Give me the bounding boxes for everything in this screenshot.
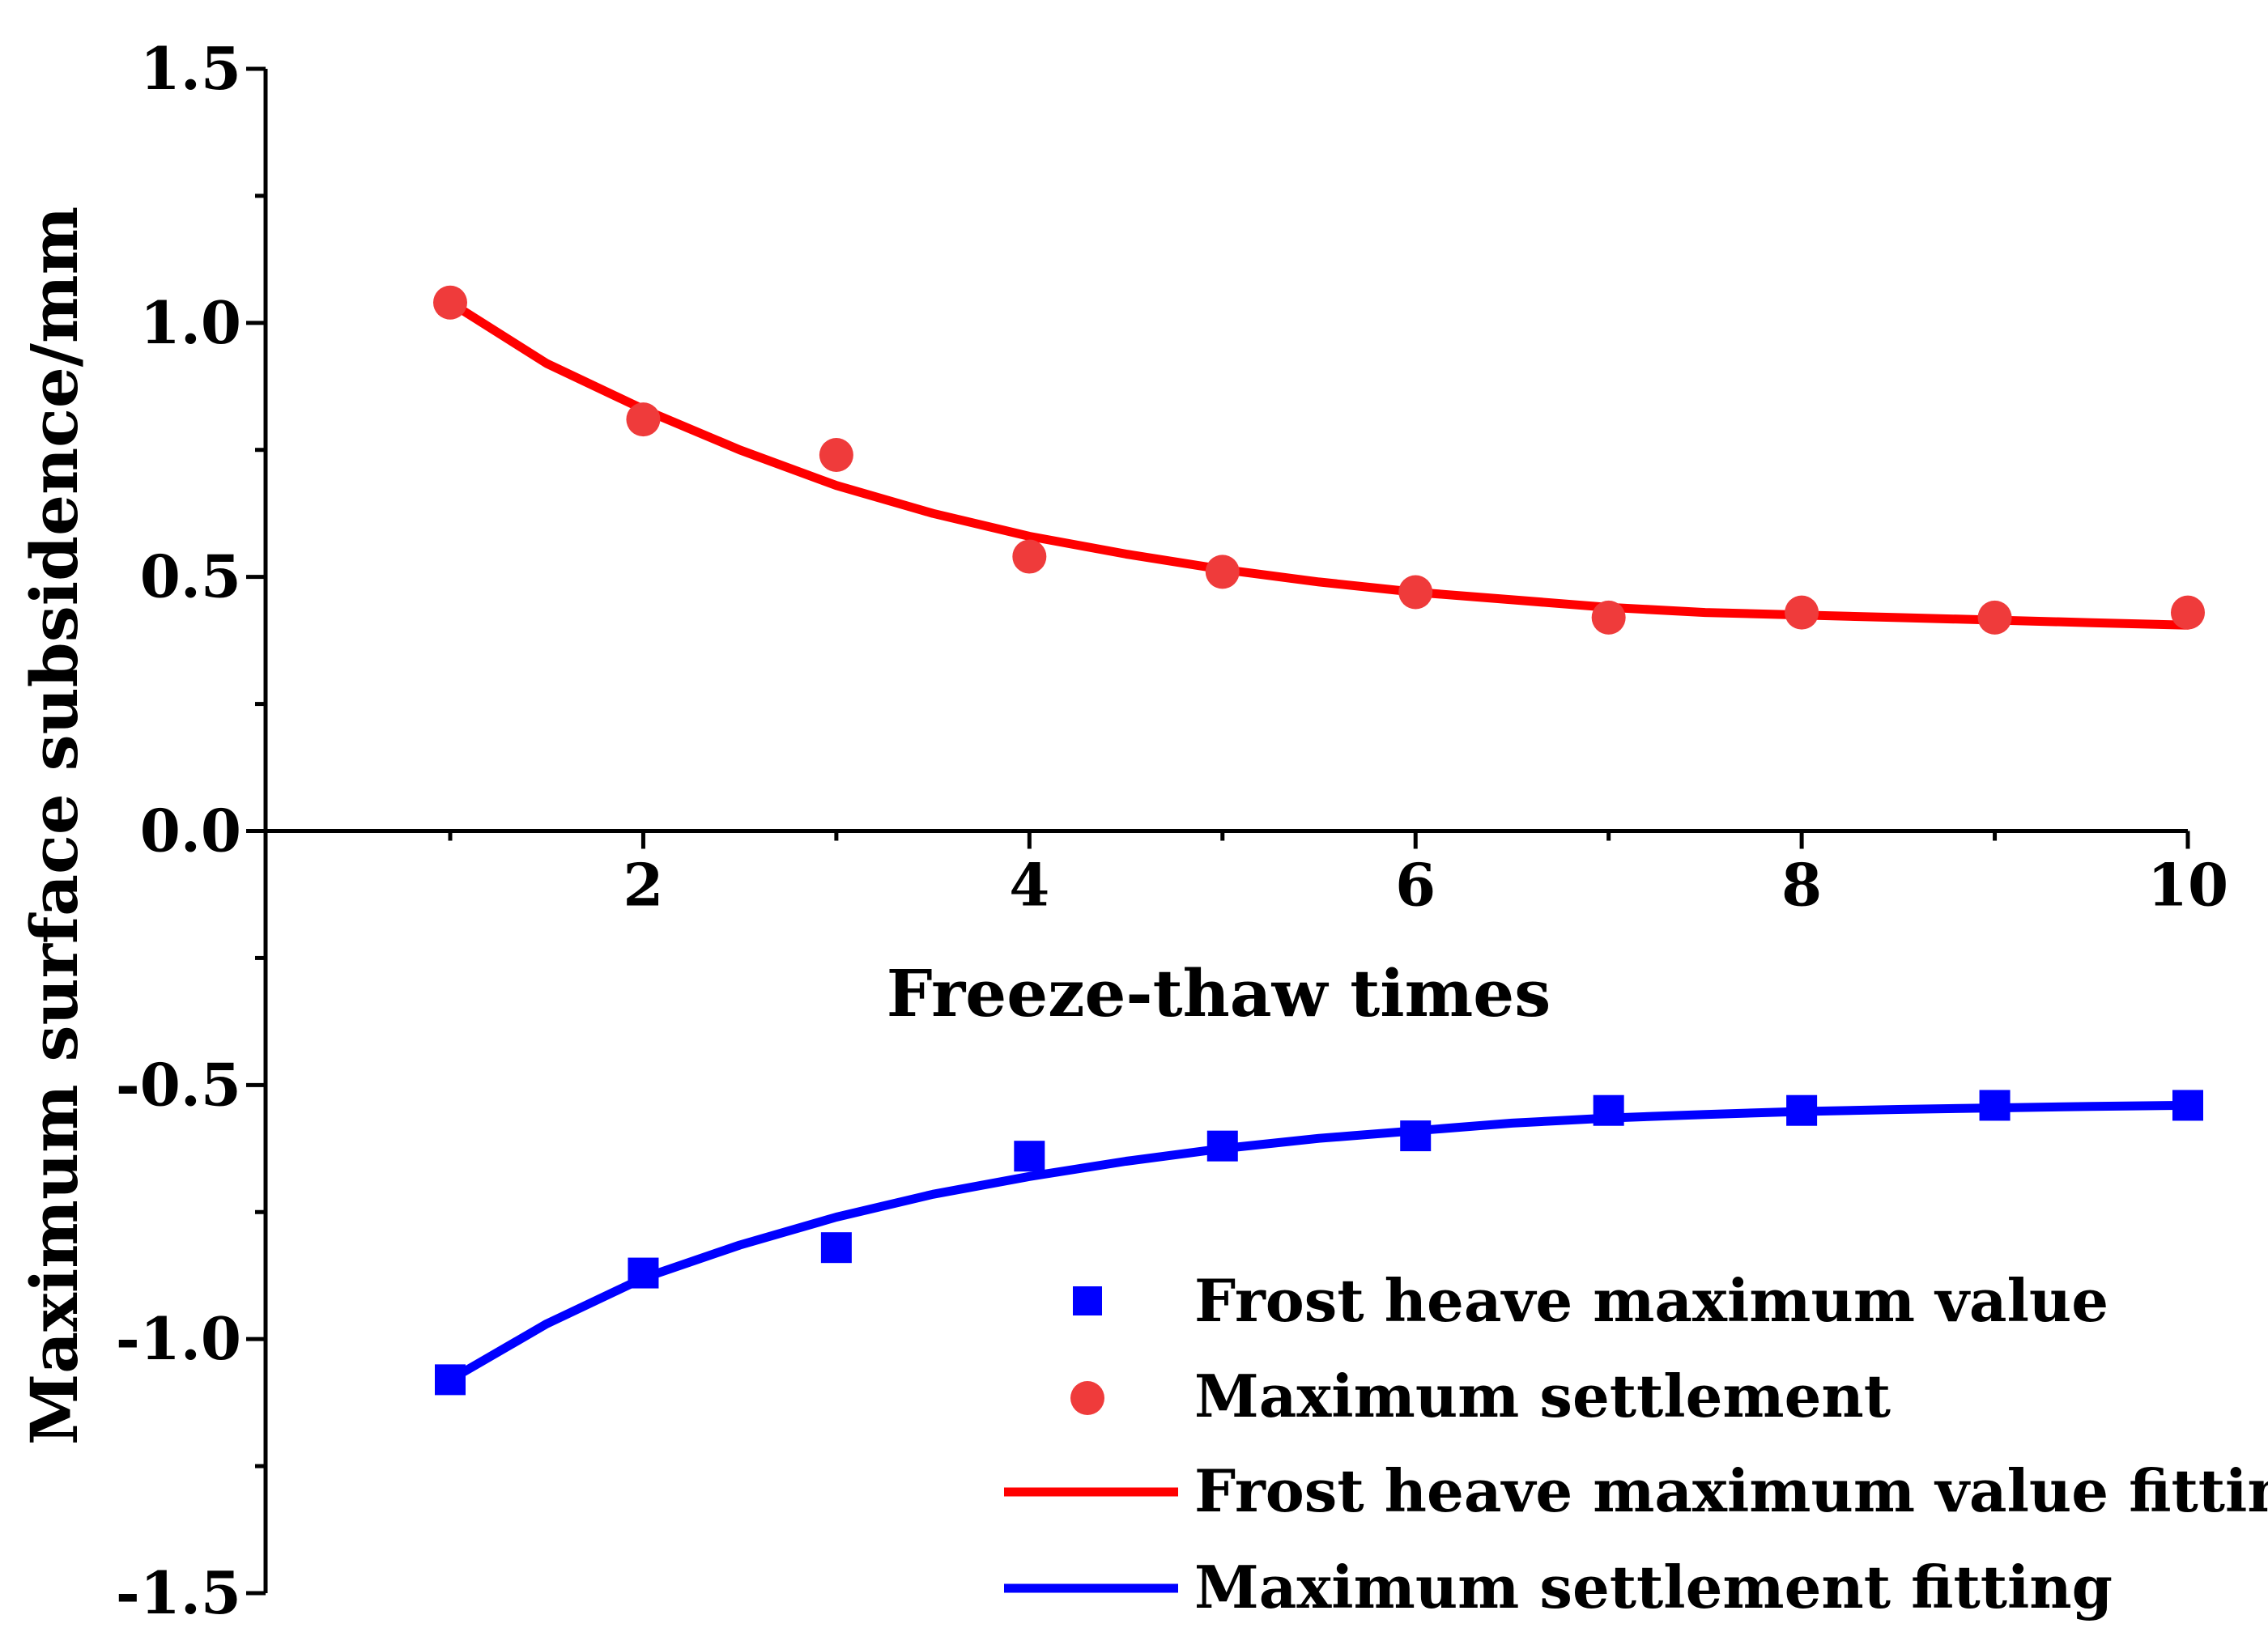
frost-heave-point: [628, 1257, 659, 1289]
x-axis-title: Freeze-thaw times: [887, 955, 1551, 1031]
frost-heave-point: [1400, 1120, 1432, 1152]
y-tick-label: -0.5: [116, 1050, 241, 1119]
settlement-point: [1398, 575, 1433, 610]
legend: Frost heave maximum value Maximum settle…: [1004, 1266, 2268, 1621]
y-tick-label: -1.0: [116, 1304, 241, 1373]
settlement-point: [1785, 595, 1819, 630]
x-tick-label: 2: [623, 851, 663, 920]
ticks: 1.5 1.0 0.5 0.0 -0.5 -1.0 -1.5 2 4 6 8 10: [116, 34, 2228, 1627]
x-tick-label: 6: [1395, 851, 1436, 920]
fit-line: [445, 298, 2193, 630]
y-tick-label: 1.5: [140, 34, 241, 103]
frost-heave-point: [1786, 1094, 1818, 1126]
x-tick-label: 4: [1009, 851, 1049, 920]
y-tick-label: 1.0: [140, 288, 241, 357]
data-points: [433, 285, 2205, 1396]
settlement-point: [626, 402, 661, 437]
frost-heave-point: [1206, 1130, 1238, 1162]
frost-heave-point: [820, 1232, 852, 1264]
y-tick-label: 0.5: [140, 542, 241, 611]
fit-lines: [445, 298, 2193, 1384]
x-tick-label: 8: [1781, 851, 1822, 920]
y-tick-label: 0.0: [140, 797, 241, 865]
frost-heave-point: [1014, 1141, 1045, 1172]
settlement-point: [1591, 600, 1626, 635]
x-tick-label: 10: [2147, 851, 2228, 920]
legend-label-settlement: Maximum settlement: [1194, 1362, 1891, 1430]
y-axis-title: Maximum surface subsidence/mm: [16, 206, 92, 1446]
settlement-point: [1012, 539, 1047, 574]
settlement-point: [1205, 555, 1240, 589]
settlement-point: [433, 285, 467, 320]
frost-heave-point: [2172, 1090, 2203, 1121]
settlement-point: [1977, 600, 2012, 635]
legend-marker-frost-heave: [1073, 1286, 1102, 1315]
legend-label-frost-heave-fitting: Frost heave maximum value fitting: [1194, 1456, 2268, 1525]
settlement-point: [819, 438, 853, 473]
y-tick-label: -1.5: [116, 1558, 241, 1627]
frost-heave-point: [1979, 1090, 2011, 1121]
frost-heave-point: [1593, 1094, 1624, 1126]
legend-marker-settlement: [1070, 1381, 1104, 1415]
frost-heave-point: [435, 1364, 466, 1396]
legend-label-settlement-fitting: Maximum settlement fitting: [1194, 1553, 2113, 1621]
fit-line: [445, 1100, 2193, 1384]
legend-label-frost-heave: Frost heave maximum value: [1194, 1266, 2108, 1335]
settlement-point: [2171, 595, 2205, 630]
